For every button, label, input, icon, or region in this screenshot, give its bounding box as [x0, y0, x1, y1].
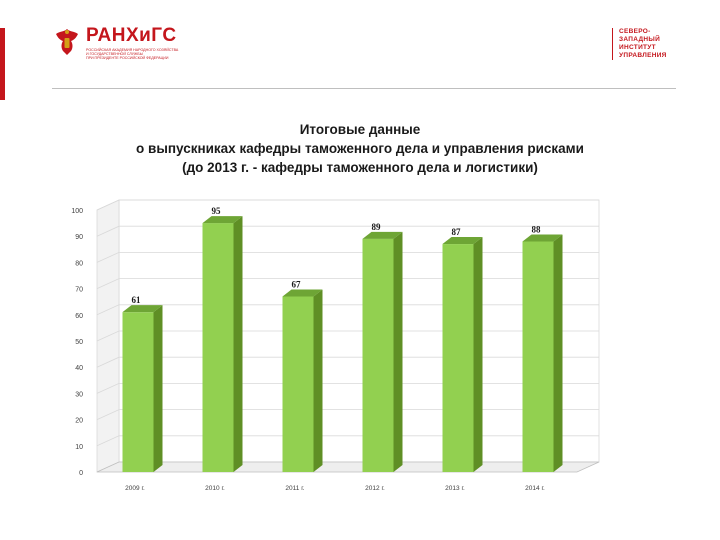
bar-side [233, 216, 243, 472]
x-tick-label: 2013 г. [445, 485, 465, 492]
x-tick-label: 2010 г. [205, 485, 225, 492]
bar-top [122, 305, 163, 313]
header-divider [52, 88, 676, 89]
bar [442, 237, 483, 472]
data-label: 61 [132, 295, 142, 305]
y-tick-label: 10 [75, 444, 83, 451]
gridline [96, 330, 599, 342]
gridline [96, 356, 599, 368]
bar [202, 216, 243, 472]
gridline [96, 278, 599, 289]
x-tick-label: 2009 г. [125, 485, 145, 492]
y-tick-label: 70 [75, 287, 83, 294]
y-tick-label: 80 [75, 260, 83, 267]
chart-gridlines [96, 199, 599, 447]
institute-line: ЗАПАДНЫЙ [619, 36, 661, 43]
bar-front [362, 238, 394, 472]
x-tick-label: 2014 г. [525, 485, 545, 492]
brand-subtitle-line: РОССИЙСКАЯ АКАДЕМИЯ НАРОДНОГО ХОЗЯЙСТВА [86, 48, 179, 52]
bar-side [553, 234, 563, 472]
y-tick-label: 20 [75, 418, 83, 425]
y-tick-label: 30 [75, 391, 83, 398]
x-tick-label: 2012 г. [365, 485, 385, 492]
bar-front [442, 244, 474, 472]
bar-front [522, 241, 554, 472]
institute-line: СЕВЕРО- [619, 28, 651, 35]
bar [362, 231, 403, 472]
bar-side [473, 237, 483, 472]
double-eagle-emblem-icon [56, 29, 78, 55]
y-tick-label: 50 [75, 339, 83, 346]
chart-title: Итоговые данные о выпускниках кафедры та… [60, 120, 660, 177]
brand-subtitle: РОССИЙСКАЯ АКАДЕМИЯ НАРОДНОГО ХОЗЯЙСТВА … [86, 48, 196, 61]
bar [522, 234, 563, 472]
institute-name: СЕВЕРО- ЗАПАДНЫЙ ИНСТИТУТ УПРАВЛЕНИЯ [612, 28, 667, 60]
data-label: 67 [292, 279, 302, 289]
data-labels: 61 95 67 89 87 88 [132, 206, 542, 305]
bar-front [202, 223, 234, 472]
bar-front [282, 296, 314, 472]
gridline [96, 304, 599, 316]
gridline [96, 382, 599, 394]
chart-bars [122, 216, 563, 472]
brand-subtitle-line: ПРИ ПРЕЗИДЕНТЕ РОССИЙСКОЙ ФЕДЕРАЦИИ [86, 56, 169, 61]
gridline [96, 435, 599, 447]
y-tick-label: 60 [75, 313, 83, 320]
y-tick-label: 0 [79, 470, 83, 477]
institute-line: УПРАВЛЕНИЯ [619, 52, 667, 59]
bar-front [122, 312, 154, 472]
data-label: 88 [532, 224, 542, 234]
bar-top [522, 234, 563, 242]
bar-top [202, 216, 243, 224]
bar-top [282, 289, 323, 297]
gridline [96, 251, 599, 263]
data-label: 95 [212, 206, 222, 216]
gridline [96, 409, 599, 420]
y-tick-label: 40 [75, 365, 83, 372]
y-tick-label: 100 [71, 208, 83, 215]
brand-subtitle-line: И ГОСУДАРСТВЕННОЙ СЛУЖБЫ [86, 52, 143, 57]
y-tick-label: 90 [75, 234, 83, 241]
chart-title-line: (до 2013 г. - кафедры таможенного дела и… [182, 160, 538, 175]
brand-name: РАНХиГС [86, 25, 177, 46]
institute-line: ИНСТИТУТ [619, 44, 656, 51]
x-tick-label: 2011 г. [285, 485, 304, 492]
gridline [96, 225, 599, 237]
gridline [96, 199, 599, 211]
x-axis-ticks: 2009 г. 2010 г. 2011 г. 2012 г. 2013 г. 2014 … [125, 485, 545, 492]
ranepa-logo: РАНХиГС РОССИЙСКАЯ АКАДЕМИЯ НАРОДНОГО ХО… [52, 25, 252, 62]
chart-title-line: о выпускниках кафедры таможенного дела и… [136, 141, 584, 156]
y-axis-ticks: 0 10 20 30 40 50 60 70 80 90 100 [71, 208, 83, 477]
header-accent-bar [0, 28, 5, 100]
chart-title-line: Итоговые данные [299, 122, 421, 137]
bar-side [393, 231, 403, 472]
bar-top [442, 237, 483, 245]
data-label: 89 [372, 222, 382, 232]
bar [282, 289, 323, 472]
data-label: 87 [452, 227, 462, 237]
bar-side [153, 305, 163, 472]
bar-side [313, 289, 323, 472]
bar [122, 305, 163, 472]
bar-top [362, 231, 403, 239]
